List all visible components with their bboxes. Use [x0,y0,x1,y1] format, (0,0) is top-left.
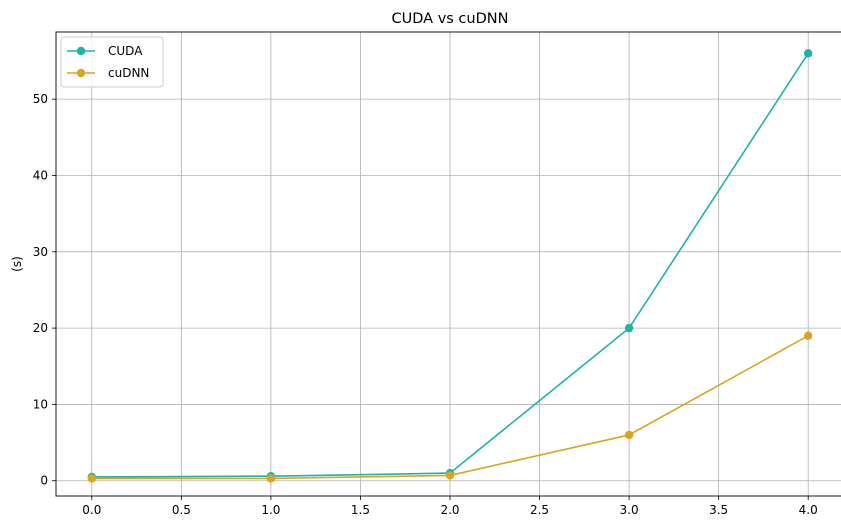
legend-label-cudnn: cuDNN [108,66,149,80]
x-tick-label: 1.0 [261,503,280,517]
data-point-cudnn [803,331,813,340]
x-tick-label: 2.0 [440,503,459,517]
legend-swatch-marker-cuda [76,46,86,56]
x-tick-label: 1.5 [351,503,370,517]
legend-swatch-marker-cudnn [76,68,86,78]
y-axis: 0 10 20 30 40 50 [33,92,56,488]
x-tick-label: 3.0 [620,503,639,517]
grid [56,32,841,496]
x-tick-label: 0.5 [172,503,191,517]
x-tick-label: 4.0 [799,503,818,517]
data-point-cudnn [87,474,97,483]
plot-frame [55,31,841,497]
chart-title: CUDA vs cuDNN [392,11,509,27]
y-tick-label: 30 [33,245,48,259]
data-point-cuda [803,49,813,58]
x-tick-label: 3.5 [709,503,728,517]
legend: CUDA cuDNN [60,36,164,88]
data-point-cudnn [266,474,276,483]
data-point-cuda [624,323,634,333]
y-tick-label: 0 [40,474,48,488]
x-axis: 0.0 0.5 1.0 1.5 2.0 2.5 3.0 3.5 4.0 [82,496,818,517]
x-tick-label: 2.5 [530,503,549,517]
data-point-cudnn [624,430,634,440]
data-point-cudnn [445,471,455,480]
legend-label-cuda: CUDA [108,44,143,58]
y-tick-label: 50 [33,92,48,106]
legend-box [60,36,164,88]
x-tick-label: 0.0 [82,503,101,517]
y-tick-label: 20 [33,321,48,335]
y-tick-label: 40 [33,168,48,182]
y-axis-label: (s) [10,256,24,272]
series-layer [87,49,813,483]
y-tick-label: 10 [33,397,48,411]
